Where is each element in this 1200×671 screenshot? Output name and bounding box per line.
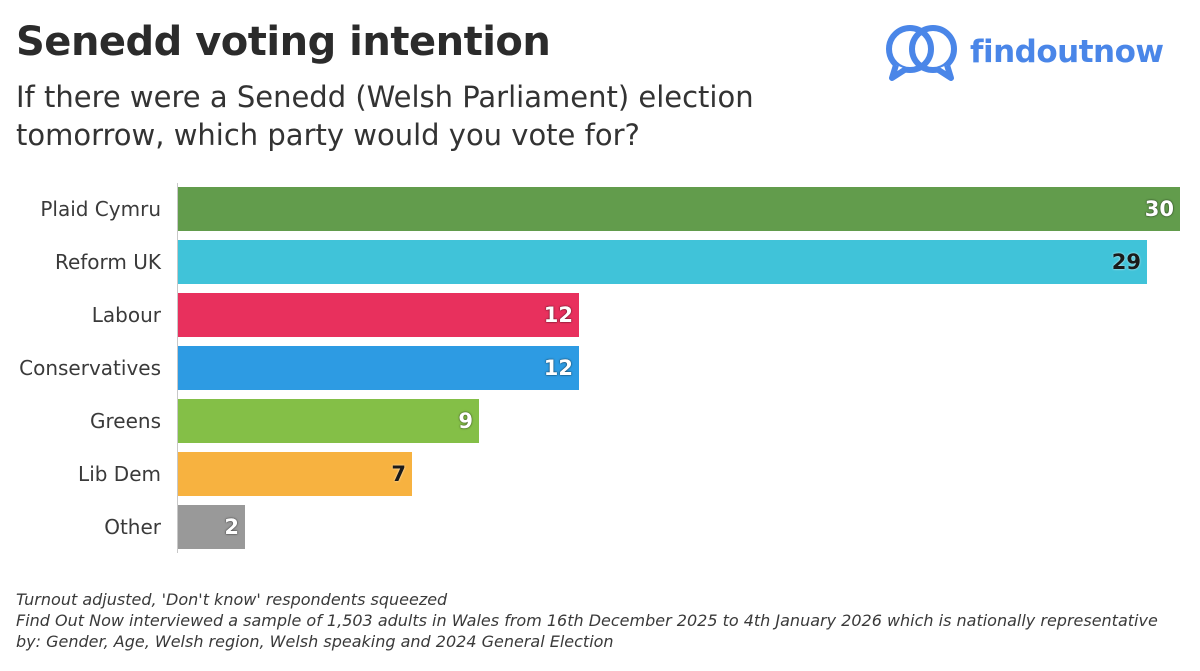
bar <box>178 187 1180 231</box>
logo-wordmark: findoutnow <box>970 34 1164 70</box>
bar <box>178 240 1147 284</box>
bar-row: Lib Dem 7 <box>0 452 1200 496</box>
data-label: 7 <box>391 462 406 486</box>
category-label: Lib Dem <box>78 462 161 486</box>
bar <box>178 452 412 496</box>
category-label: Reform UK <box>54 250 161 274</box>
category-axis-line <box>177 183 178 553</box>
data-label: 12 <box>543 303 573 327</box>
bar <box>178 399 479 443</box>
bar <box>178 346 579 390</box>
category-label: Greens <box>90 409 161 433</box>
findoutnow-logo: findoutnow <box>880 22 1180 82</box>
data-label: 29 <box>1111 250 1141 274</box>
data-label: 2 <box>224 515 239 539</box>
category-label: Plaid Cymru <box>40 197 161 221</box>
data-label: 9 <box>458 409 473 433</box>
category-label: Other <box>104 515 161 539</box>
bar-row: Labour 12 <box>0 293 1200 337</box>
bar-chart: Plaid Cymru 30 Reform UK 29 Labour 12 Conserva… <box>0 175 1200 560</box>
category-label: Labour <box>91 303 161 327</box>
bar <box>178 293 579 337</box>
chart-subtitle: If there were a Senedd (Welsh Parliament… <box>16 80 754 152</box>
footnote-method-note: Turnout adjusted, 'Don't know' responden… <box>16 590 448 609</box>
category-label: Conservatives <box>19 356 161 380</box>
footnote: Turnout adjusted, 'Don't know' responden… <box>16 589 1186 652</box>
bar <box>178 505 245 549</box>
bar-row: Reform UK 29 <box>0 240 1200 284</box>
bar-row: Greens 9 <box>0 399 1200 443</box>
footnote-sample-note: Find Out Now interviewed a sample of 1,5… <box>16 611 1158 651</box>
chart-title: Senedd voting intention <box>16 19 551 65</box>
bar-row: Conservatives 12 <box>0 346 1200 390</box>
bar-row: Other 2 <box>0 505 1200 549</box>
bar-row: Plaid Cymru 30 <box>0 187 1200 231</box>
speech-bubbles-icon <box>886 25 957 81</box>
data-label: 30 <box>1144 197 1174 221</box>
data-label: 12 <box>543 356 573 380</box>
